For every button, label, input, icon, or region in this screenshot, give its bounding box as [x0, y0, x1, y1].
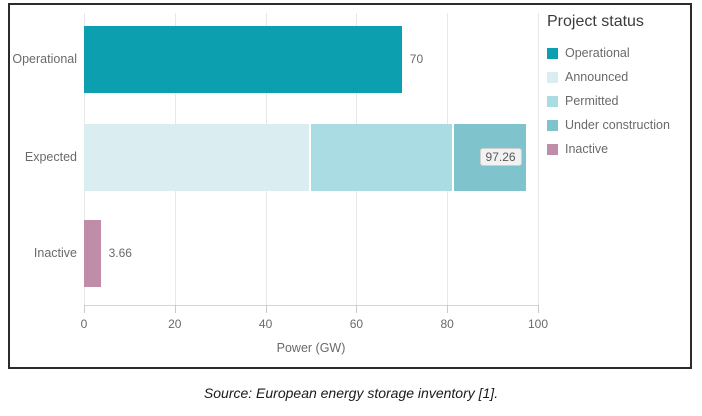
bar-segment-permitted — [310, 123, 453, 191]
gridline — [538, 13, 539, 305]
legend-item-label: Announced — [565, 70, 629, 84]
legend-item-inactive: Inactive — [547, 137, 689, 161]
legend: Project status Operational Announced Permi… — [547, 13, 689, 161]
x-tick-mark — [538, 305, 539, 313]
x-axis-title: Power (GW) — [276, 341, 346, 355]
x-tick-mark — [356, 305, 358, 313]
x-tick-mark — [174, 305, 176, 313]
x-tick-label: 20 — [168, 317, 182, 331]
legend-swatch-icon — [547, 119, 558, 131]
legend-item-label: Permitted — [565, 94, 619, 108]
legend-swatch-icon — [547, 143, 558, 155]
bar-value-label: 3.66 — [108, 246, 132, 260]
legend-item-label: Operational — [565, 46, 630, 60]
legend-item-permitted: Permitted — [547, 89, 689, 113]
legend-item-announced: Announced — [547, 65, 689, 89]
category-label-inactive: Inactive — [33, 246, 77, 260]
legend-item-label: Inactive — [565, 142, 609, 156]
source-caption: Source: European energy storage inventor… — [203, 385, 499, 401]
bar-value-label: 97.26 — [479, 148, 522, 166]
bar-chart: 70 97.26 3.66 0 20 40 60 80 100 Power (GW) Oper… — [8, 3, 692, 369]
x-axis-line — [84, 305, 538, 306]
category-label-expected: Expected — [24, 150, 77, 164]
x-tick-mark — [447, 305, 449, 313]
legend-item-operational: Operational — [547, 41, 689, 65]
legend-swatch-icon — [547, 47, 558, 59]
x-tick-label: 80 — [440, 317, 454, 331]
bar-value-label: 70 — [409, 52, 424, 66]
x-tick-label: 100 — [527, 317, 549, 331]
bar-segment-inactive — [84, 219, 101, 287]
legend-item-label: Under construction — [565, 118, 670, 132]
category-label-operational: Operational — [12, 52, 77, 66]
legend-swatch-icon — [547, 95, 558, 107]
plot-area: 70 97.26 3.66 — [84, 13, 539, 305]
bar-segment-operational — [84, 25, 402, 93]
legend-item-under-construction: Under construction — [547, 113, 689, 137]
x-tick-label: 40 — [258, 317, 273, 331]
x-tick-label: 0 — [80, 317, 88, 331]
x-tick-label: 60 — [349, 317, 364, 331]
legend-swatch-icon — [547, 71, 558, 83]
x-tick-mark — [84, 305, 85, 313]
bar-segment-announced — [84, 123, 310, 191]
x-tick-mark — [265, 305, 267, 313]
legend-title: Project status — [547, 13, 644, 30]
